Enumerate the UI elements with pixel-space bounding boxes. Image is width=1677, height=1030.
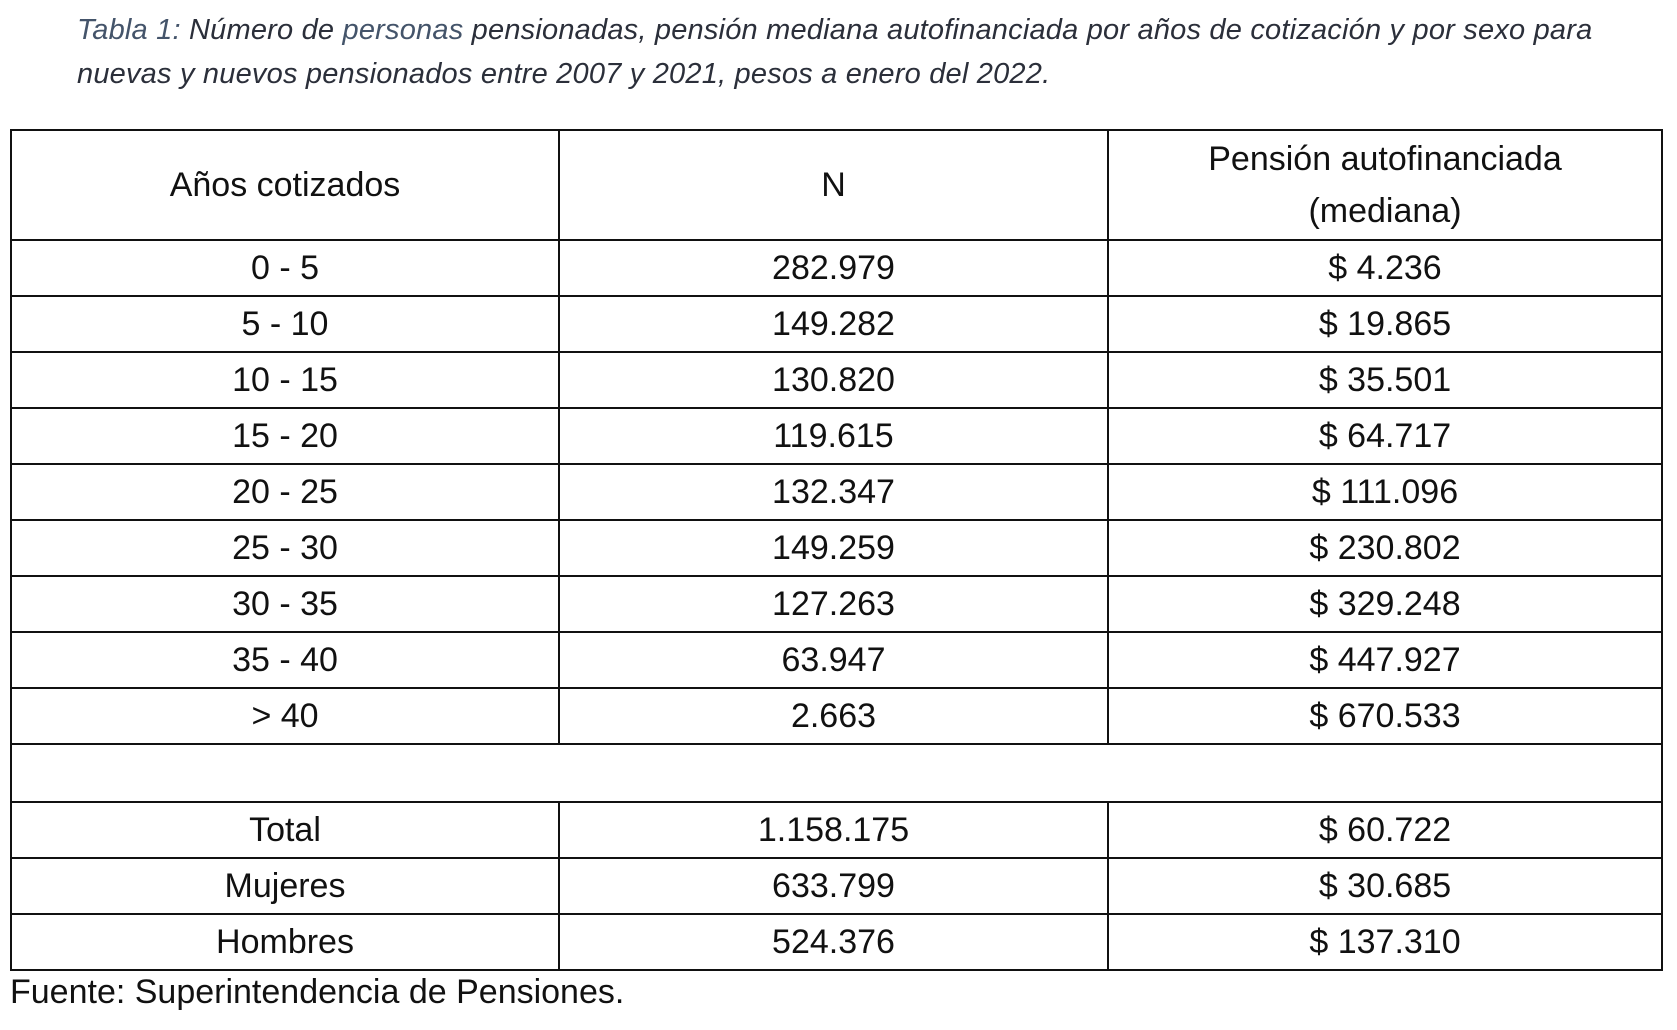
table-row: 0 - 5 282.979 $ 4.236 <box>10 239 1663 297</box>
header-pension-line2: (mediana) <box>1308 192 1462 230</box>
cell-years: 30 - 35 <box>10 575 560 633</box>
cell-years: 35 - 40 <box>10 631 560 689</box>
pension-table: Años cotizados N Pensión autofinanciada … <box>10 129 1663 971</box>
cell-group: Hombres <box>10 913 560 971</box>
cell-pension: $ 447.927 <box>1107 631 1663 689</box>
cell-years: 0 - 5 <box>10 239 560 297</box>
caption-text-end: pensionadas, pensión mediana autofinanci… <box>77 14 1593 90</box>
cell-pension: $ 4.236 <box>1107 239 1663 297</box>
cell-years: 15 - 20 <box>10 407 560 465</box>
table-row: > 40 2.663 $ 670.533 <box>10 687 1663 745</box>
cell-pension: $ 30.685 <box>1107 857 1663 915</box>
cell-group: Mujeres <box>10 857 560 915</box>
table-caption: Tabla 1: Número de personas pensionadas,… <box>77 8 1667 96</box>
cell-n: 130.820 <box>558 351 1109 409</box>
cell-n: 132.347 <box>558 463 1109 521</box>
table-row: 25 - 30 149.259 $ 230.802 <box>10 519 1663 577</box>
caption-text-start: Número de <box>180 14 343 46</box>
cell-pension: $ 670.533 <box>1107 687 1663 745</box>
cell-n: 119.615 <box>558 407 1109 465</box>
cell-pension: $ 111.096 <box>1107 463 1663 521</box>
cell-pension: $ 329.248 <box>1107 575 1663 633</box>
cell-pension: $ 64.717 <box>1107 407 1663 465</box>
cell-n: 524.376 <box>558 913 1109 971</box>
cell-pension: $ 19.865 <box>1107 295 1663 353</box>
cell-n: 149.282 <box>558 295 1109 353</box>
header-pension: Pensión autofinanciada (mediana) <box>1107 129 1663 241</box>
source-note: Fuente: Superintendencia de Pensiones. <box>10 973 625 1011</box>
table-row: 10 - 15 130.820 $ 35.501 <box>10 351 1663 409</box>
table-header-row: Años cotizados N Pensión autofinanciada … <box>10 129 1663 241</box>
cell-group: Total <box>10 801 560 859</box>
cell-n: 2.663 <box>558 687 1109 745</box>
table-row: 5 - 10 149.282 $ 19.865 <box>10 295 1663 353</box>
cell-years: 10 - 15 <box>10 351 560 409</box>
cell-years: > 40 <box>10 687 560 745</box>
cell-n: 282.979 <box>558 239 1109 297</box>
header-pension-line1: Pensión autofinanciada <box>1208 140 1562 178</box>
cell-years: 25 - 30 <box>10 519 560 577</box>
table-row: 15 - 20 119.615 $ 64.717 <box>10 407 1663 465</box>
cell-years: 5 - 10 <box>10 295 560 353</box>
cell-pension: $ 230.802 <box>1107 519 1663 577</box>
header-years: Años cotizados <box>10 129 560 241</box>
spacer-cell <box>10 743 1663 803</box>
cell-pension: $ 60.722 <box>1107 801 1663 859</box>
cell-n: 127.263 <box>558 575 1109 633</box>
table-spacer-row <box>10 743 1663 803</box>
table-row: 20 - 25 132.347 $ 111.096 <box>10 463 1663 521</box>
cell-n: 149.259 <box>558 519 1109 577</box>
cell-n: 633.799 <box>558 857 1109 915</box>
summary-row: Hombres 524.376 $ 137.310 <box>10 913 1663 971</box>
summary-row: Total 1.158.175 $ 60.722 <box>10 801 1663 859</box>
cell-years: 20 - 25 <box>10 463 560 521</box>
summary-row: Mujeres 633.799 $ 30.685 <box>10 857 1663 915</box>
header-n: N <box>558 129 1109 241</box>
cell-n: 1.158.175 <box>558 801 1109 859</box>
cell-n: 63.947 <box>558 631 1109 689</box>
cell-pension: $ 35.501 <box>1107 351 1663 409</box>
cell-pension: $ 137.310 <box>1107 913 1663 971</box>
caption-highlight: personas <box>342 14 464 46</box>
caption-label: Tabla 1: <box>77 14 181 46</box>
table-row: 30 - 35 127.263 $ 329.248 <box>10 575 1663 633</box>
table-row: 35 - 40 63.947 $ 447.927 <box>10 631 1663 689</box>
